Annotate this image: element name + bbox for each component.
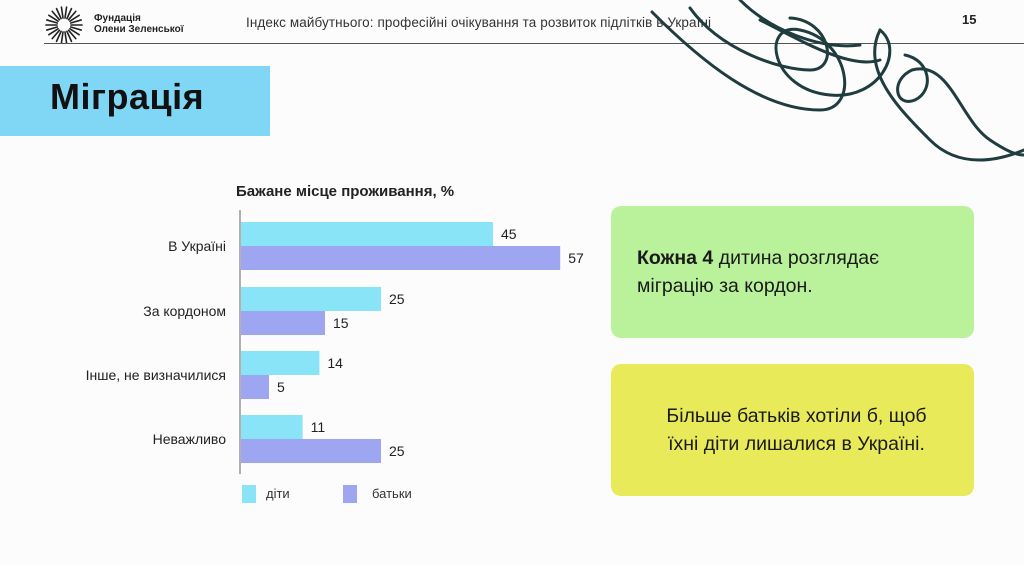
value-label: 11 <box>311 419 326 435</box>
legend-swatch <box>242 485 256 503</box>
bar-children <box>241 222 493 246</box>
deck-title: Індекс майбутнього: професійні очікуванн… <box>246 15 712 30</box>
bar-parents <box>241 246 561 270</box>
sunburst-logo-icon <box>45 6 83 44</box>
legend-label: діти <box>266 486 290 501</box>
insight-card-migration-line2: міграцію за кордон. <box>637 275 813 297</box>
category-label: За кордоном <box>143 303 226 319</box>
value-label: 25 <box>389 291 405 307</box>
insight-card-parents: Більше батьків хотіли б, щоб їхні діти л… <box>611 364 974 496</box>
bar-parents <box>241 311 325 335</box>
bar-parents <box>241 439 381 463</box>
bar-children <box>241 287 381 311</box>
value-label: 15 <box>333 315 349 331</box>
page-number: 15 <box>962 12 977 27</box>
slide-title: Міграція <box>50 76 205 117</box>
slide-title-block: Міграція <box>0 66 270 136</box>
category-label: Неважливо <box>153 431 227 447</box>
bar-children <box>241 415 303 439</box>
legend-swatch <box>343 485 357 503</box>
value-label: 5 <box>277 379 285 395</box>
value-label: 14 <box>327 355 343 371</box>
value-label: 25 <box>389 443 405 459</box>
legend-label: батьки <box>372 486 412 501</box>
chart-title: Бажане місце проживання, % <box>236 183 455 200</box>
insight-card-parents-text: Більше батьків хотіли б, щоб їхні діти л… <box>611 402 974 458</box>
bar-children <box>241 351 320 375</box>
insight-card-parents-line1: Більше батьків хотіли б, щоб <box>666 405 927 427</box>
insight-card-parents-line2: їхні діти лишалися в Україні. <box>668 433 925 455</box>
org-name: Фундація Олени Зеленської <box>94 13 184 35</box>
bar-parents <box>241 375 269 399</box>
value-label: 57 <box>568 250 584 266</box>
insight-card-migration-bold: Кожна 4 <box>637 247 714 269</box>
insight-card-migration-line1: Кожна 4 дитина розглядає <box>637 244 879 272</box>
insight-card-migration-text: Кожна 4 дитина розглядає міграцію за кор… <box>611 244 879 300</box>
value-label: 45 <box>501 226 517 242</box>
category-label: Інше, не визначилися <box>86 367 226 383</box>
slide-header: Фундація Олени Зеленської Індекс майбутн… <box>0 0 1024 48</box>
category-label: В Україні <box>168 238 226 254</box>
org-name-line2: Олени Зеленської <box>94 24 184 35</box>
header-divider <box>44 43 1024 44</box>
insight-card-migration: Кожна 4 дитина розглядає міграцію за кор… <box>611 206 974 338</box>
insight-card-migration-line1-rest: дитина розглядає <box>713 247 880 269</box>
org-name-line1: Фундація <box>94 13 141 24</box>
